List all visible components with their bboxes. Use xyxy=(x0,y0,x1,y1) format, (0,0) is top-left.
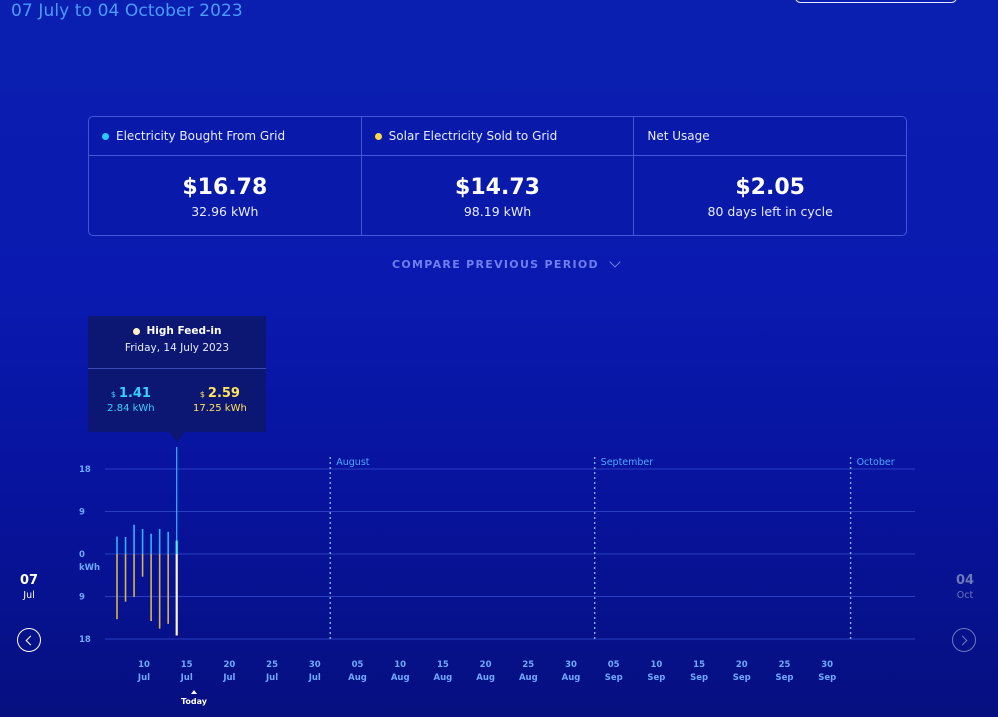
x-tick-month: Sep xyxy=(647,673,665,683)
x-tick-day: 30 xyxy=(309,660,321,670)
sold-legend-dot-icon xyxy=(374,132,382,140)
x-tick-day: 10 xyxy=(138,660,150,670)
x-tick-day: 15 xyxy=(693,660,705,670)
date-range-title: 07 July to 04 October 2023 xyxy=(11,1,243,21)
summary-bought-amount: $16.78 xyxy=(182,174,268,200)
x-tick-day: 10 xyxy=(650,660,662,670)
x-tick-day: 20 xyxy=(223,660,235,670)
summary-sold: Solar Electricity Sold to Grid $14.73 98… xyxy=(360,117,634,235)
x-tick-day: 10 xyxy=(394,660,406,670)
x-tick-day: 30 xyxy=(821,660,833,670)
x-tick-month: Jul xyxy=(265,673,278,683)
y-unit-label: kWh xyxy=(79,563,100,573)
compare-label: COMPARE PREVIOUS PERIOD xyxy=(392,258,599,271)
x-tick-day: 05 xyxy=(608,660,620,670)
period-end-day: 04 xyxy=(955,573,975,588)
x-tick-month: Aug xyxy=(519,673,538,683)
summary-bought: Electricity Bought From Grid $16.78 32.9… xyxy=(89,117,361,235)
tooltip-pointer xyxy=(169,432,185,442)
period-end-month: Oct xyxy=(956,590,974,601)
usage-summary-card: Electricity Bought From Grid $16.78 32.9… xyxy=(88,116,907,236)
x-tick-day: 15 xyxy=(437,660,449,670)
compare-previous-period-button[interactable]: COMPARE PREVIOUS PERIOD xyxy=(392,256,621,271)
x-tick-month: Aug xyxy=(476,673,495,683)
period-select-button[interactable] xyxy=(795,0,957,3)
x-tick-day: 25 xyxy=(522,660,534,670)
tooltip-bought-currency: $ xyxy=(110,390,116,399)
next-period-button[interactable] xyxy=(952,628,976,652)
y-tick-label: 18 xyxy=(79,465,91,475)
period-start-day: 07 xyxy=(19,573,39,588)
y-tick-label: 18 xyxy=(79,635,91,645)
period-start-label: 07 Jul xyxy=(14,573,44,601)
summary-bought-label: Electricity Bought From Grid xyxy=(116,129,286,143)
x-tick-month: Sep xyxy=(733,673,751,683)
x-tick-month: Aug xyxy=(562,673,581,683)
feed-in-dot-icon xyxy=(132,327,140,335)
x-tick-month: Jul xyxy=(137,673,150,683)
tooltip-sold: $2.59 17.25 kWh xyxy=(193,386,247,414)
x-tick-month: Jul xyxy=(308,673,321,683)
x-tick-month: Jul xyxy=(180,673,193,683)
x-tick-month: Aug xyxy=(348,673,367,683)
today-label: Today xyxy=(181,697,207,706)
x-tick-month: Aug xyxy=(434,673,453,683)
chevron-down-icon xyxy=(609,256,621,268)
x-tick-day: 30 xyxy=(565,660,577,670)
previous-period-button[interactable] xyxy=(17,628,41,652)
x-tick-day: 20 xyxy=(480,660,492,670)
summary-bought-kwh: 32.96 kWh xyxy=(191,203,259,219)
summary-sold-amount: $14.73 xyxy=(455,174,540,200)
tooltip-date: Friday, 14 July 2023 xyxy=(124,342,230,354)
y-tick-label: 0 xyxy=(79,550,85,560)
tooltip-sold-currency: $ xyxy=(199,390,205,399)
summary-sold-label: Solar Electricity Sold to Grid xyxy=(388,129,558,143)
today-marker: Today xyxy=(176,690,212,706)
tooltip-bought: $1.41 2.84 kWh xyxy=(107,386,154,414)
tooltip-sold-amount: 2.59 xyxy=(207,386,240,401)
month-marker-label: September xyxy=(601,457,654,468)
month-marker-label: August xyxy=(336,457,370,468)
x-tick-day: 25 xyxy=(779,660,791,670)
tooltip-bought-kwh: 2.84 kWh xyxy=(107,403,155,414)
x-tick-month: Aug xyxy=(391,673,410,683)
x-tick-month: Jul xyxy=(222,673,235,683)
tooltip-sold-kwh: 17.25 kWh xyxy=(192,403,247,414)
y-tick-label: 9 xyxy=(79,593,85,603)
tooltip-title: High Feed-in xyxy=(146,325,222,337)
x-tick-month: Sep xyxy=(776,673,794,683)
x-tick-month: Sep xyxy=(690,673,708,683)
caret-up-icon xyxy=(191,690,197,694)
chart-tooltip: High Feed-in Friday, 14 July 2023 $1.41 … xyxy=(88,316,266,432)
summary-net-amount: $2.05 xyxy=(735,174,805,200)
x-tick-day: 05 xyxy=(352,660,364,670)
summary-net-days-left: 80 days left in cycle xyxy=(707,203,833,219)
summary-net: Net Usage $2.05 80 days left in cycle xyxy=(633,117,907,235)
x-tick-day: 15 xyxy=(181,660,193,670)
summary-net-label: Net Usage xyxy=(647,129,710,143)
period-start-month: Jul xyxy=(23,590,35,601)
bought-legend-dot-icon xyxy=(102,132,109,140)
period-end-label: 04 Oct xyxy=(950,573,980,601)
y-tick-label: 9 xyxy=(79,508,85,518)
tooltip-bought-amount: 1.41 xyxy=(118,386,151,401)
month-marker-label: October xyxy=(857,457,895,468)
x-tick-day: 20 xyxy=(736,660,748,670)
summary-sold-kwh: 98.19 kWh xyxy=(463,203,532,219)
x-tick-month: Sep xyxy=(818,673,836,683)
x-tick-month: Sep xyxy=(605,673,623,683)
usage-bar-chart[interactable]: 18 9 0 9 18 kWh August September October 10 Jul 15 J… xyxy=(0,440,998,690)
x-tick-day: 25 xyxy=(266,660,278,670)
